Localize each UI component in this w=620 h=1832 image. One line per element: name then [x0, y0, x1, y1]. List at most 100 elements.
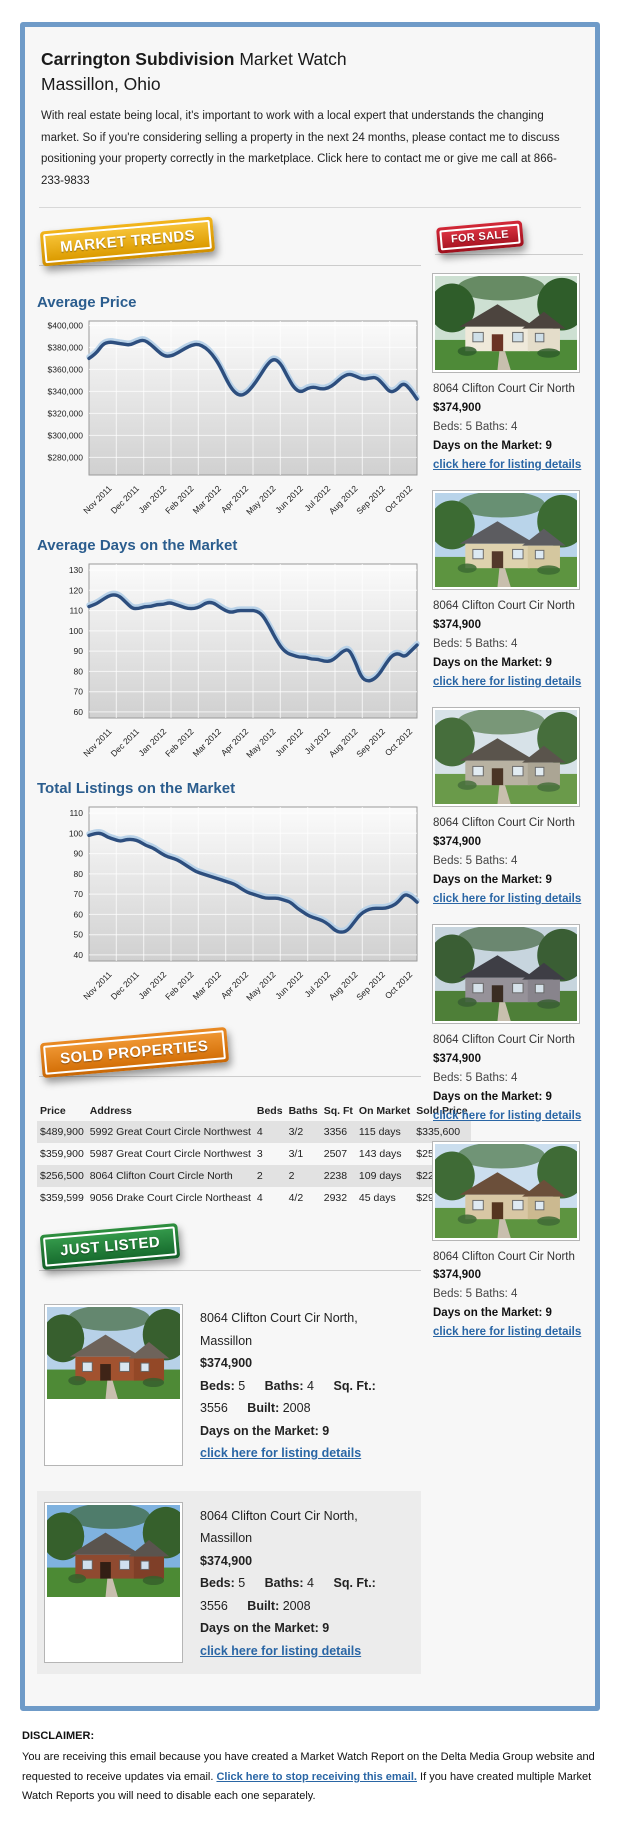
listing-details-link[interactable]: click here for listing details	[433, 1326, 582, 1339]
table-row: $489,900 5992 Great Court Circle Northwe…	[37, 1121, 471, 1144]
cell-on-market: 45 days	[358, 1192, 396, 1205]
cell-on-market: 115 days	[358, 1126, 401, 1139]
cell-price: $359,599	[40, 1192, 84, 1205]
listing-days-on-market: Days on the Market: 9	[433, 440, 552, 453]
property-photo[interactable]	[47, 1504, 180, 1597]
col-price: Price	[40, 1105, 66, 1118]
for-sale-badge: FOR SALE	[436, 220, 524, 254]
svg-text:Dec 2011: Dec 2011	[109, 483, 142, 516]
market-trends-section-header: MARKET TRENDS	[37, 216, 421, 278]
svg-text:Nov 2011: Nov 2011	[81, 969, 114, 1002]
chart-title-total-listings: Total Listings on the Market	[37, 780, 236, 798]
property-photo[interactable]	[435, 276, 577, 371]
cell-address: 9056 Drake Court Circle Northeast	[89, 1192, 251, 1205]
for-sale-listing: 8064 Clifton Court Cir North $374,900 Be…	[432, 1140, 583, 1343]
svg-text:$300,000: $300,000	[48, 431, 84, 441]
svg-text:100: 100	[69, 626, 83, 636]
for-sale-listing: 8064 Clifton Court Cir North $374,900 Be…	[432, 489, 583, 692]
cell-sold-price: $335,600	[416, 1126, 461, 1139]
intro-text: With real estate being local, it's impor…	[41, 109, 560, 188]
svg-text:110: 110	[69, 606, 83, 616]
property-photo-frame	[44, 1304, 183, 1466]
svg-text:Feb 2012: Feb 2012	[163, 969, 196, 1002]
header-divider	[39, 207, 581, 209]
svg-text:Oct 2012: Oct 2012	[383, 969, 415, 1001]
svg-text:Dec 2011: Dec 2011	[109, 726, 142, 759]
cell-baths: 2	[288, 1170, 295, 1183]
property-photo[interactable]	[47, 1307, 180, 1400]
listing-details-link[interactable]: click here for listing details	[433, 892, 582, 905]
spec-value: 4	[307, 1576, 314, 1591]
svg-text:Sep 2012: Sep 2012	[354, 969, 387, 1002]
spec-value: 2008	[282, 1598, 311, 1613]
svg-text:130: 130	[69, 565, 83, 575]
table-row: $256,500 8064 Clifton Court Circle North…	[37, 1165, 471, 1188]
col-on-market: On Market	[358, 1105, 411, 1118]
listing-days-on-market: Days on the Market: 9	[433, 873, 552, 886]
spec-label: Sq. Ft.:	[333, 1576, 376, 1591]
svg-text:$380,000: $380,000	[48, 343, 84, 353]
property-photo-frame	[432, 1140, 580, 1241]
just-listed-card: 8064 Clifton Court Cir North, Massillon …	[37, 1293, 421, 1477]
svg-text:50: 50	[74, 930, 84, 940]
listing-days-on-market: Days on the Market: 9	[433, 656, 552, 669]
listing-price: $374,900	[433, 618, 481, 631]
svg-text:Aug 2012: Aug 2012	[327, 969, 360, 1002]
cell-price: $359,900	[40, 1148, 84, 1161]
spec-label: Beds:	[200, 1576, 235, 1591]
section-rule	[435, 254, 583, 256]
property-photo[interactable]	[435, 1143, 577, 1238]
spec-label: Built:	[247, 1401, 280, 1416]
report-name: Carrington Subdivision	[41, 49, 235, 69]
svg-text:90: 90	[74, 849, 84, 859]
spec-label: Baths:	[264, 1576, 304, 1591]
property-photo[interactable]	[435, 709, 577, 804]
for-sale-listing: 8064 Clifton Court Cir North $374,900 Be…	[432, 273, 583, 475]
table-header-row: Price Address Beds Baths Sq. Ft On Marke…	[37, 1101, 471, 1121]
unsubscribe-link[interactable]: Click here to stop receiving this email.	[216, 1770, 417, 1783]
listing-details-link[interactable]: click here for listing details	[200, 1643, 362, 1658]
svg-text:May 2012: May 2012	[244, 726, 278, 760]
listing-details-link[interactable]: click here for listing details	[433, 459, 582, 471]
svg-text:70: 70	[74, 889, 84, 899]
disclaimer: DISCLAIMER: You are receiving this email…	[22, 1727, 598, 1806]
cell-baths: 4/2	[288, 1192, 304, 1205]
svg-text:Mar 2012: Mar 2012	[191, 483, 224, 516]
property-photo[interactable]	[435, 926, 577, 1021]
svg-text:80: 80	[74, 869, 84, 879]
col-beds: Beds	[256, 1105, 283, 1118]
chart-title-average-price: Average Price	[37, 294, 137, 312]
listing-address: 8064 Clifton Court Cir North, Massillon	[200, 1311, 358, 1348]
cell-sqft: 2238	[323, 1170, 348, 1183]
property-photo[interactable]	[435, 492, 577, 587]
listing-price: $374,900	[200, 1356, 253, 1371]
listing-beds-baths: Beds: 5 Baths: 4	[433, 854, 518, 867]
svg-text:Oct 2012: Oct 2012	[383, 726, 415, 758]
cell-price: $489,900	[40, 1126, 84, 1139]
listing-details-link[interactable]: click here for listing details	[433, 1109, 582, 1122]
listing-details-link[interactable]: click here for listing details	[433, 675, 582, 688]
listing-address: 8064 Clifton Court Cir North, Massillon	[200, 1508, 358, 1546]
listing-info: 8064 Clifton Court Cir North, Massillon …	[200, 1305, 413, 1465]
page-title: Carrington Subdivision Market Watch Mass…	[41, 47, 579, 98]
col-sold-price: Sold Price	[416, 1105, 468, 1118]
svg-text:$400,000: $400,000	[48, 321, 84, 331]
just-listed-badge: JUST LISTED	[39, 1223, 181, 1271]
cell-beds: 3	[256, 1148, 263, 1161]
chart-title-average-days: Average Days on the Market	[37, 537, 238, 555]
table-row: $359,900 5987 Great Court Circle Northwe…	[37, 1143, 471, 1165]
property-photo-frame	[44, 1501, 183, 1664]
cell-beds: 4	[256, 1192, 263, 1205]
disclaimer-text: You are receiving this email because you…	[22, 1748, 598, 1806]
svg-text:May 2012: May 2012	[244, 483, 278, 517]
spec-label: Sq. Ft.:	[333, 1378, 376, 1393]
cell-beds: 4	[256, 1126, 263, 1139]
listing-details-link[interactable]: click here for listing details	[200, 1446, 362, 1461]
listing-address: 8064 Clifton Court Cir North	[433, 599, 575, 612]
svg-text:70: 70	[74, 687, 84, 697]
cell-address: 5987 Great Court Circle Northwest	[89, 1148, 251, 1161]
spec-value: 3556	[200, 1401, 228, 1416]
svg-text:$320,000: $320,000	[48, 409, 84, 419]
